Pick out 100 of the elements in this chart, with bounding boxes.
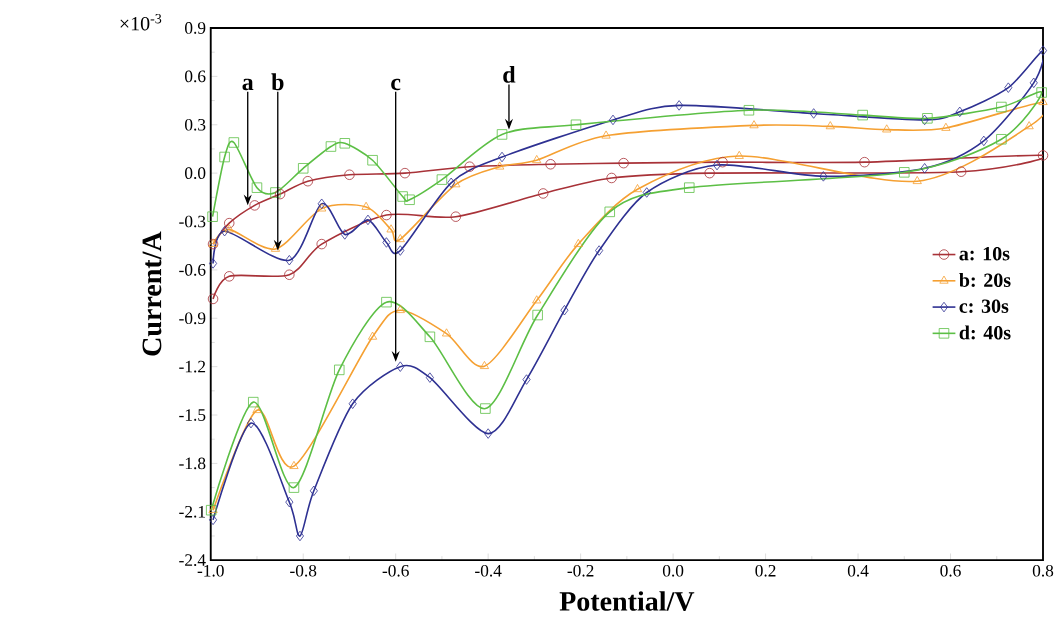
y-tick-label: -1.5 bbox=[179, 409, 206, 421]
point bbox=[447, 177, 456, 188]
annotation: d bbox=[503, 65, 516, 83]
point bbox=[882, 124, 892, 133]
point bbox=[361, 201, 371, 210]
point bbox=[899, 167, 910, 178]
point bbox=[955, 106, 964, 117]
point bbox=[743, 104, 755, 116]
point bbox=[604, 206, 615, 217]
point bbox=[396, 361, 405, 372]
point bbox=[479, 360, 490, 369]
point bbox=[344, 169, 355, 180]
point bbox=[309, 485, 318, 496]
point bbox=[246, 417, 255, 429]
point bbox=[209, 514, 218, 525]
point bbox=[632, 183, 643, 192]
y-tick-label: 0.3 bbox=[185, 118, 206, 131]
legend-label: c: 30s bbox=[959, 299, 1009, 313]
y-tick-label: -1.8 bbox=[179, 457, 206, 470]
point bbox=[270, 243, 281, 252]
point bbox=[399, 167, 411, 179]
point bbox=[941, 122, 951, 131]
point bbox=[498, 151, 507, 163]
point bbox=[1029, 77, 1038, 88]
y-tick-label: -0.9 bbox=[179, 312, 206, 325]
point bbox=[608, 114, 617, 126]
point bbox=[922, 113, 933, 124]
point bbox=[464, 161, 475, 172]
point bbox=[207, 211, 218, 222]
point bbox=[220, 225, 229, 237]
y-tick-label: -1.2 bbox=[179, 360, 206, 373]
point bbox=[955, 166, 967, 177]
point bbox=[996, 133, 1007, 145]
point bbox=[1036, 87, 1047, 98]
point bbox=[317, 198, 326, 209]
point bbox=[560, 304, 569, 316]
y-tick-label: -2.4 bbox=[179, 554, 206, 566]
point bbox=[295, 530, 304, 542]
point bbox=[224, 217, 235, 229]
point bbox=[1039, 45, 1047, 56]
point bbox=[979, 135, 988, 146]
point bbox=[207, 293, 219, 305]
point bbox=[316, 238, 327, 250]
y-tick-label: 0.6 bbox=[185, 70, 206, 83]
x-axis-title: Potential/V bbox=[559, 591, 695, 611]
point bbox=[451, 179, 461, 188]
point bbox=[675, 100, 684, 111]
point bbox=[857, 109, 868, 121]
point bbox=[224, 224, 234, 233]
point bbox=[436, 174, 448, 185]
point bbox=[288, 482, 300, 493]
point bbox=[302, 175, 314, 187]
point bbox=[606, 172, 617, 184]
point bbox=[368, 331, 378, 340]
point bbox=[595, 245, 604, 256]
point bbox=[348, 398, 357, 409]
y-tick-label: 0.0 bbox=[185, 167, 206, 179]
point bbox=[1037, 150, 1049, 161]
y-axis-title: Current/A bbox=[142, 231, 162, 356]
legend-label: b: 20s bbox=[959, 272, 1011, 287]
point bbox=[395, 233, 405, 242]
point bbox=[545, 158, 556, 170]
point bbox=[334, 364, 345, 375]
point bbox=[285, 496, 294, 508]
point bbox=[274, 188, 286, 200]
point bbox=[1004, 82, 1013, 93]
text: ×10$^{-3}$ bbox=[120, 13, 162, 31]
point bbox=[532, 154, 542, 163]
point bbox=[395, 304, 405, 313]
point bbox=[298, 163, 309, 174]
legend-label: a: 10s bbox=[959, 246, 1010, 261]
x-tick-label: -0.6 bbox=[382, 564, 409, 577]
point bbox=[713, 159, 722, 171]
point bbox=[618, 157, 629, 169]
legend-label: d: 40s bbox=[959, 325, 1011, 340]
point bbox=[381, 209, 392, 221]
point bbox=[382, 237, 391, 248]
x-tick-label: -0.8 bbox=[290, 564, 317, 577]
point bbox=[397, 191, 408, 202]
y-tick-label: -0.3 bbox=[179, 215, 206, 228]
point bbox=[1038, 96, 1048, 105]
x-tick-label: -0.4 bbox=[475, 564, 502, 577]
point bbox=[825, 121, 835, 130]
point bbox=[495, 161, 505, 170]
annotation: c bbox=[391, 78, 401, 91]
point bbox=[252, 404, 262, 413]
point bbox=[496, 129, 508, 140]
annotation: b bbox=[271, 73, 284, 91]
point bbox=[642, 187, 651, 198]
point bbox=[363, 214, 372, 226]
point bbox=[367, 154, 378, 166]
point bbox=[285, 254, 294, 266]
point bbox=[270, 187, 281, 198]
point bbox=[570, 119, 582, 130]
point bbox=[248, 396, 259, 408]
point bbox=[859, 156, 870, 168]
x-tick-label: -1.0 bbox=[197, 564, 224, 577]
point bbox=[601, 130, 611, 139]
point bbox=[537, 188, 549, 199]
point bbox=[424, 331, 436, 342]
